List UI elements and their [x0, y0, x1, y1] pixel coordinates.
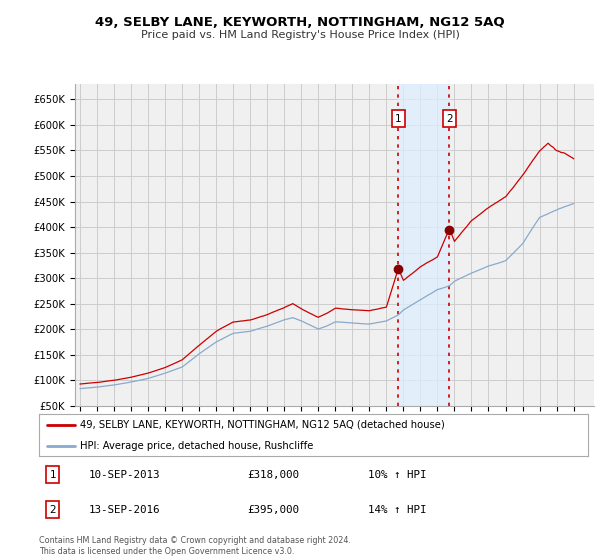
Text: £318,000: £318,000 [248, 470, 299, 479]
Text: 13-SEP-2016: 13-SEP-2016 [88, 505, 160, 515]
Bar [398, 84, 449, 406]
Text: 49, SELBY LANE, KEYWORTH, NOTTINGHAM, NG12 5AQ: 49, SELBY LANE, KEYWORTH, NOTTINGHAM, NG… [95, 16, 505, 29]
Text: 1: 1 [49, 470, 56, 479]
Text: £395,000: £395,000 [248, 505, 299, 515]
Text: 10-SEP-2013: 10-SEP-2013 [88, 470, 160, 479]
Text: 1: 1 [395, 114, 401, 124]
Text: 49, SELBY LANE, KEYWORTH, NOTTINGHAM, NG12 5AQ (detached house): 49, SELBY LANE, KEYWORTH, NOTTINGHAM, NG… [80, 420, 445, 430]
Text: HPI: Average price, detached house, Rushcliffe: HPI: Average price, detached house, Rush… [80, 441, 314, 451]
Text: 10% ↑ HPI: 10% ↑ HPI [368, 470, 427, 479]
Text: 2: 2 [446, 114, 452, 124]
Text: Contains HM Land Registry data © Crown copyright and database right 2024.
This d: Contains HM Land Registry data © Crown c… [39, 536, 351, 556]
Text: 14% ↑ HPI: 14% ↑ HPI [368, 505, 427, 515]
Text: 2: 2 [49, 505, 56, 515]
Text: Price paid vs. HM Land Registry's House Price Index (HPI): Price paid vs. HM Land Registry's House … [140, 30, 460, 40]
